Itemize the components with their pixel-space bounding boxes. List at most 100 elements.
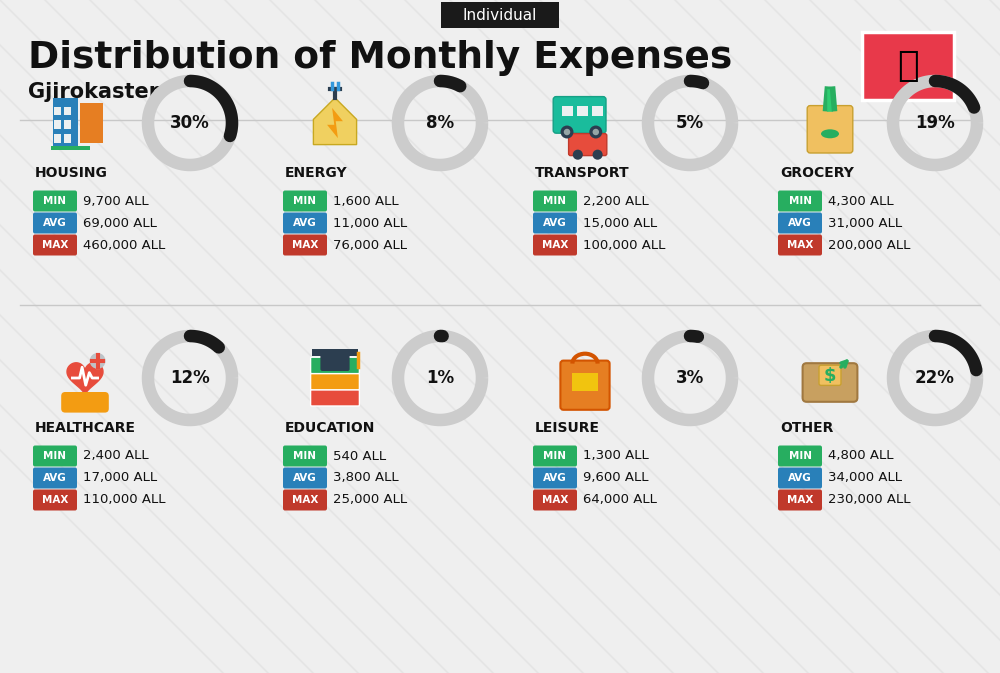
Text: 2,400 ALL: 2,400 ALL xyxy=(83,450,149,462)
Text: MIN: MIN xyxy=(44,451,66,461)
FancyBboxPatch shape xyxy=(533,489,577,511)
Text: MAX: MAX xyxy=(42,495,68,505)
FancyBboxPatch shape xyxy=(283,234,327,256)
Text: AVG: AVG xyxy=(293,473,317,483)
FancyBboxPatch shape xyxy=(778,489,822,511)
Polygon shape xyxy=(327,108,343,138)
Text: 200,000 ALL: 200,000 ALL xyxy=(828,238,910,252)
Text: ENERGY: ENERGY xyxy=(285,166,348,180)
FancyBboxPatch shape xyxy=(311,390,359,406)
FancyBboxPatch shape xyxy=(33,213,77,234)
Text: MAX: MAX xyxy=(42,240,68,250)
Text: MIN: MIN xyxy=(44,196,66,206)
FancyBboxPatch shape xyxy=(562,106,573,116)
FancyBboxPatch shape xyxy=(283,213,327,234)
Text: 25,000 ALL: 25,000 ALL xyxy=(333,493,407,507)
FancyBboxPatch shape xyxy=(283,489,327,511)
Text: 34,000 ALL: 34,000 ALL xyxy=(828,472,902,485)
Text: AVG: AVG xyxy=(788,218,812,228)
FancyBboxPatch shape xyxy=(80,103,103,143)
Circle shape xyxy=(561,126,573,139)
Text: AVG: AVG xyxy=(43,473,67,483)
Text: GROCERY: GROCERY xyxy=(780,166,854,180)
FancyBboxPatch shape xyxy=(51,145,90,150)
Text: AVG: AVG xyxy=(788,473,812,483)
Text: HEALTHCARE: HEALTHCARE xyxy=(35,421,136,435)
Text: 19%: 19% xyxy=(915,114,955,132)
Circle shape xyxy=(564,129,570,135)
Text: 64,000 ALL: 64,000 ALL xyxy=(583,493,657,507)
Text: 8%: 8% xyxy=(426,114,454,132)
Text: 11,000 ALL: 11,000 ALL xyxy=(333,217,407,229)
FancyBboxPatch shape xyxy=(54,107,61,116)
Text: 9,700 ALL: 9,700 ALL xyxy=(83,194,149,207)
Text: MAX: MAX xyxy=(292,240,318,250)
Text: MIN: MIN xyxy=(294,451,316,461)
Text: 1,600 ALL: 1,600 ALL xyxy=(333,194,399,207)
FancyBboxPatch shape xyxy=(533,468,577,489)
FancyBboxPatch shape xyxy=(533,234,577,256)
FancyBboxPatch shape xyxy=(61,392,109,413)
Text: MAX: MAX xyxy=(542,240,568,250)
Text: $: $ xyxy=(824,367,836,385)
FancyBboxPatch shape xyxy=(33,234,77,256)
FancyBboxPatch shape xyxy=(54,120,61,129)
Text: AVG: AVG xyxy=(543,218,567,228)
Text: AVG: AVG xyxy=(43,218,67,228)
Text: 69,000 ALL: 69,000 ALL xyxy=(83,217,157,229)
Text: AVG: AVG xyxy=(293,218,317,228)
Text: MAX: MAX xyxy=(542,495,568,505)
Text: 540 ALL: 540 ALL xyxy=(333,450,386,462)
Text: 2,200 ALL: 2,200 ALL xyxy=(583,194,649,207)
Text: 15,000 ALL: 15,000 ALL xyxy=(583,217,657,229)
FancyBboxPatch shape xyxy=(283,446,327,466)
FancyBboxPatch shape xyxy=(64,120,71,129)
Text: 17,000 ALL: 17,000 ALL xyxy=(83,472,157,485)
Text: 110,000 ALL: 110,000 ALL xyxy=(83,493,166,507)
FancyBboxPatch shape xyxy=(533,446,577,466)
FancyBboxPatch shape xyxy=(778,213,822,234)
FancyBboxPatch shape xyxy=(33,489,77,511)
Text: MIN: MIN xyxy=(294,196,316,206)
Text: OTHER: OTHER xyxy=(780,421,833,435)
FancyBboxPatch shape xyxy=(33,446,77,466)
Polygon shape xyxy=(313,98,357,145)
Polygon shape xyxy=(67,363,103,395)
FancyBboxPatch shape xyxy=(533,190,577,211)
Text: 4,800 ALL: 4,800 ALL xyxy=(828,450,894,462)
Text: 4,300 ALL: 4,300 ALL xyxy=(828,194,894,207)
Text: MIN: MIN xyxy=(544,196,566,206)
Text: 230,000 ALL: 230,000 ALL xyxy=(828,493,910,507)
Text: 460,000 ALL: 460,000 ALL xyxy=(83,238,165,252)
Text: EDUCATION: EDUCATION xyxy=(285,421,375,435)
FancyBboxPatch shape xyxy=(577,106,588,116)
Text: 1%: 1% xyxy=(426,369,454,387)
Circle shape xyxy=(593,149,603,160)
FancyBboxPatch shape xyxy=(283,468,327,489)
Text: 31,000 ALL: 31,000 ALL xyxy=(828,217,902,229)
Text: 1,300 ALL: 1,300 ALL xyxy=(583,450,649,462)
Ellipse shape xyxy=(821,129,839,138)
Circle shape xyxy=(90,353,106,369)
FancyBboxPatch shape xyxy=(778,234,822,256)
FancyBboxPatch shape xyxy=(807,106,853,153)
Text: MIN: MIN xyxy=(788,196,812,206)
Text: 100,000 ALL: 100,000 ALL xyxy=(583,238,665,252)
FancyBboxPatch shape xyxy=(64,134,71,143)
FancyBboxPatch shape xyxy=(441,2,559,28)
FancyBboxPatch shape xyxy=(778,446,822,466)
Text: MIN: MIN xyxy=(544,451,566,461)
FancyBboxPatch shape xyxy=(33,190,77,211)
FancyBboxPatch shape xyxy=(320,353,350,371)
FancyBboxPatch shape xyxy=(560,361,610,410)
Text: 9,600 ALL: 9,600 ALL xyxy=(583,472,648,485)
Text: AVG: AVG xyxy=(543,473,567,483)
FancyBboxPatch shape xyxy=(592,106,603,116)
Text: 22%: 22% xyxy=(915,369,955,387)
Text: 12%: 12% xyxy=(170,369,210,387)
FancyBboxPatch shape xyxy=(862,32,954,100)
FancyBboxPatch shape xyxy=(312,349,358,357)
Circle shape xyxy=(593,129,599,135)
FancyBboxPatch shape xyxy=(569,134,607,155)
Text: MIN: MIN xyxy=(788,451,812,461)
